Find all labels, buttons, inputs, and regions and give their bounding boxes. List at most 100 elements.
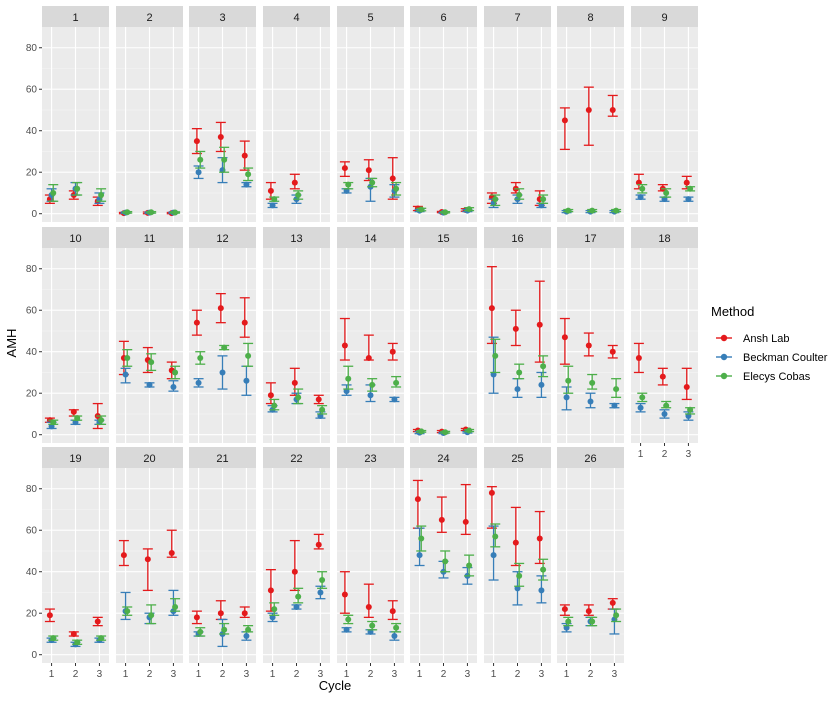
data-point-elecys-cobas: [563, 365, 574, 394]
panel-5: 5: [337, 6, 404, 222]
data-point-ansh-lab: [559, 107, 570, 151]
point-marker: [369, 622, 376, 629]
x-tick-label: 2: [294, 669, 300, 680]
data-point-elecys-cobas: [146, 353, 157, 372]
series-elecys-cobas: [269, 190, 304, 203]
point-marker: [148, 612, 155, 619]
point-marker: [193, 319, 200, 326]
data-point-elecys-cobas: [48, 184, 59, 202]
data-point-elecys-cobas: [317, 571, 328, 589]
panel-strip-label: 17: [584, 233, 596, 245]
panel-strip-label: 24: [437, 453, 449, 465]
data-point-elecys-cobas: [587, 616, 598, 627]
point-marker: [98, 635, 105, 642]
x-tick-label: 2: [515, 669, 521, 680]
point-marker: [241, 319, 248, 326]
panel-strip-label: 13: [290, 233, 302, 245]
point-marker: [613, 207, 620, 214]
point-marker: [609, 106, 616, 113]
point-marker: [217, 133, 224, 140]
point-marker: [418, 206, 425, 213]
data-point-beckman-coulter: [635, 194, 646, 201]
point-marker: [74, 185, 81, 192]
panel-4: 4: [263, 6, 330, 222]
data-point-elecys-cobas: [72, 415, 83, 422]
y-tick-label: 20: [26, 168, 38, 179]
panel-strip: [557, 447, 624, 468]
point-marker: [172, 603, 179, 610]
point-marker: [241, 152, 248, 159]
panel-strip-label: 1: [72, 12, 78, 24]
data-point-elecys-cobas: [146, 604, 157, 625]
panel-strip: [631, 227, 698, 248]
data-point-elecys-cobas: [367, 378, 378, 392]
point-marker: [197, 156, 204, 163]
point-marker: [512, 325, 519, 332]
series-elecys-cobas: [563, 608, 622, 627]
series-ansh-lab: [191, 292, 250, 338]
data-point-elecys-cobas: [464, 427, 475, 434]
data-point-elecys-cobas: [96, 635, 107, 642]
legend-label-ansh-lab: Ansh Lab: [743, 333, 789, 345]
point-marker: [365, 603, 372, 610]
data-point-ansh-lab: [191, 610, 202, 625]
point-marker: [124, 209, 131, 216]
panel-strip: [337, 227, 404, 248]
y-tick-label: 0: [31, 650, 37, 661]
point-marker: [50, 189, 57, 196]
point-marker: [46, 612, 53, 619]
legend-dot-beckman-coulter: [720, 353, 728, 361]
data-point-elecys-cobas: [219, 344, 230, 351]
data-point-ansh-lab: [191, 309, 202, 336]
data-point-beckman-coulter: [683, 196, 694, 203]
data-point-ansh-lab: [239, 140, 250, 171]
y-tick-label: 80: [26, 43, 38, 54]
data-point-elecys-cobas: [685, 185, 696, 192]
point-marker: [221, 156, 228, 163]
panel-3: 3: [189, 6, 256, 222]
series-ansh-lab: [633, 342, 692, 401]
point-marker: [589, 207, 596, 214]
data-point-ansh-lab: [363, 583, 374, 619]
point-marker: [293, 603, 300, 610]
point-marker: [315, 541, 322, 548]
legend-dot-elecys-cobas: [720, 372, 728, 380]
data-point-ansh-lab: [363, 159, 374, 182]
panel-9: 9: [631, 6, 698, 222]
series-elecys-cobas: [48, 635, 107, 646]
data-point-elecys-cobas: [72, 639, 83, 646]
data-point-ansh-lab: [239, 606, 250, 619]
series-elecys-cobas: [343, 365, 402, 392]
point-marker: [685, 196, 692, 203]
data-point-ansh-lab: [339, 571, 350, 614]
point-marker: [94, 618, 101, 625]
panel-strip-label: 6: [440, 12, 446, 24]
panel-strip: [116, 227, 183, 248]
panel-19: 19 0 20 40 60 80 1 2 3: [26, 447, 109, 680]
data-point-elecys-cobas: [195, 627, 206, 637]
x-tick-label: 3: [97, 669, 103, 680]
point-marker: [561, 117, 568, 124]
data-point-elecys-cobas: [464, 554, 475, 577]
panel-strip: [263, 447, 330, 468]
x-tick-label: 3: [392, 669, 398, 680]
point-marker: [197, 628, 204, 635]
data-point-beckman-coulter: [267, 202, 278, 209]
panel-strip-label: 19: [69, 453, 81, 465]
data-point-elecys-cobas: [146, 209, 157, 216]
data-point-elecys-cobas: [122, 348, 133, 367]
point-marker: [193, 614, 200, 621]
data-point-elecys-cobas: [343, 365, 354, 390]
data-point-elecys-cobas: [219, 146, 230, 173]
series-ansh-lab: [265, 367, 324, 405]
point-marker: [70, 630, 77, 637]
data-point-beckman-coulter: [120, 367, 131, 384]
data-point-ansh-lab: [313, 533, 324, 550]
point-marker: [197, 354, 204, 361]
y-tick-label: 20: [26, 609, 38, 620]
point-marker: [367, 392, 374, 399]
series-beckman-coulter: [561, 386, 620, 411]
data-point-elecys-cobas: [661, 188, 672, 198]
panel-10: 10 0 20 40 60 80: [26, 227, 109, 443]
